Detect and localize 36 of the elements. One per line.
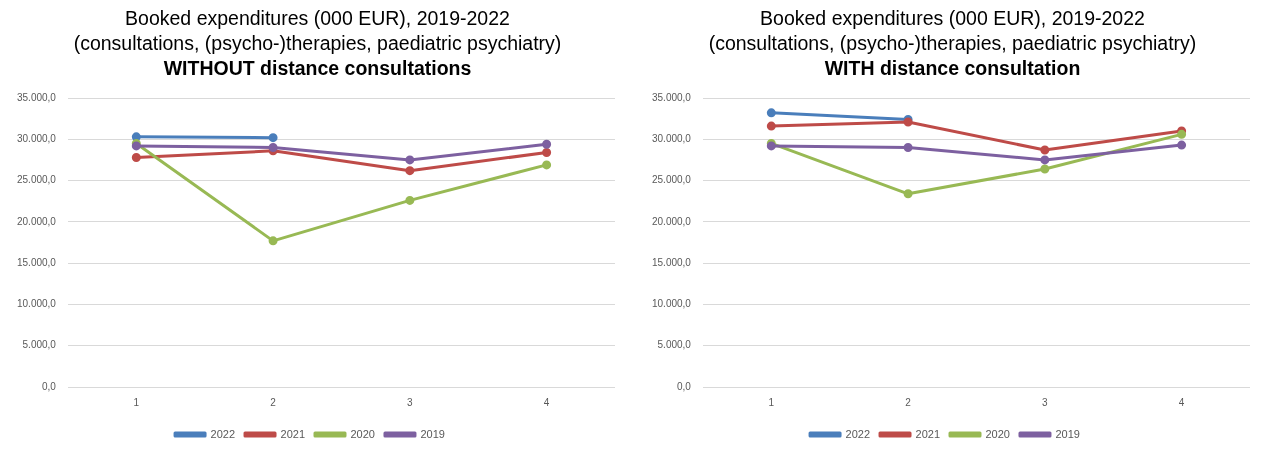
y-tick-label: 0,0 <box>677 380 692 392</box>
chart-subtitle: WITH distance consultation <box>823 56 1082 80</box>
x-tick-label: 1 <box>768 396 775 408</box>
y-tick-label: 10.000,0 <box>16 298 57 310</box>
y-tick-label: 5.000,0 <box>657 339 692 351</box>
x-tick-label: 3 <box>1042 396 1049 408</box>
x-tick-label: 2 <box>905 396 912 408</box>
x-tick-label: 3 <box>407 396 414 408</box>
y-tick-label: 25.000,0 <box>16 174 57 186</box>
legend-label: 2020 <box>350 427 375 440</box>
legend-label: 2021 <box>915 427 941 440</box>
y-tick-label: 15.000,0 <box>651 256 692 268</box>
y-tick-label: 10.000,0 <box>651 298 692 310</box>
y-tick-label: 30.000,0 <box>16 133 57 145</box>
y-tick-label: 5.000,0 <box>22 339 57 351</box>
legend-label: 2021 <box>280 427 306 440</box>
legend-label: 2020 <box>985 427 1010 440</box>
chart-title: Booked expenditures (000 EUR), 2019-2022 (consultations, (psycho-)therapies, paediatric psychiatry) <box>707 6 1198 56</box>
legend-label: 2022 <box>845 427 871 440</box>
y-tick-label: 25.000,0 <box>651 174 692 186</box>
x-tick-label: 4 <box>1178 396 1185 408</box>
y-tick-label: 20.000,0 <box>16 215 57 227</box>
y-tick-label: 35.000,0 <box>651 91 692 103</box>
x-tick-label: 4 <box>543 396 550 408</box>
y-tick-label: 30.000,0 <box>651 133 692 145</box>
y-tick-label: 15.000,0 <box>16 256 57 268</box>
x-tick-label: 2 <box>270 396 277 408</box>
chart-subtitle: WITHOUT distance consultations <box>162 56 473 80</box>
y-tick-label: 35.000,0 <box>16 91 57 103</box>
legend-label: 2019 <box>1055 427 1080 440</box>
x-tick-label: 1 <box>133 396 140 408</box>
y-tick-label: 20.000,0 <box>651 215 692 227</box>
legend-label: 2022 <box>210 427 236 440</box>
legend-label: 2019 <box>420 427 445 440</box>
chart-title: Booked expenditures (000 EUR), 2019-2022 (consultations, (psycho-)therapies, paediatric psychiatry) <box>72 6 563 56</box>
y-tick-label: 0,0 <box>42 380 57 392</box>
